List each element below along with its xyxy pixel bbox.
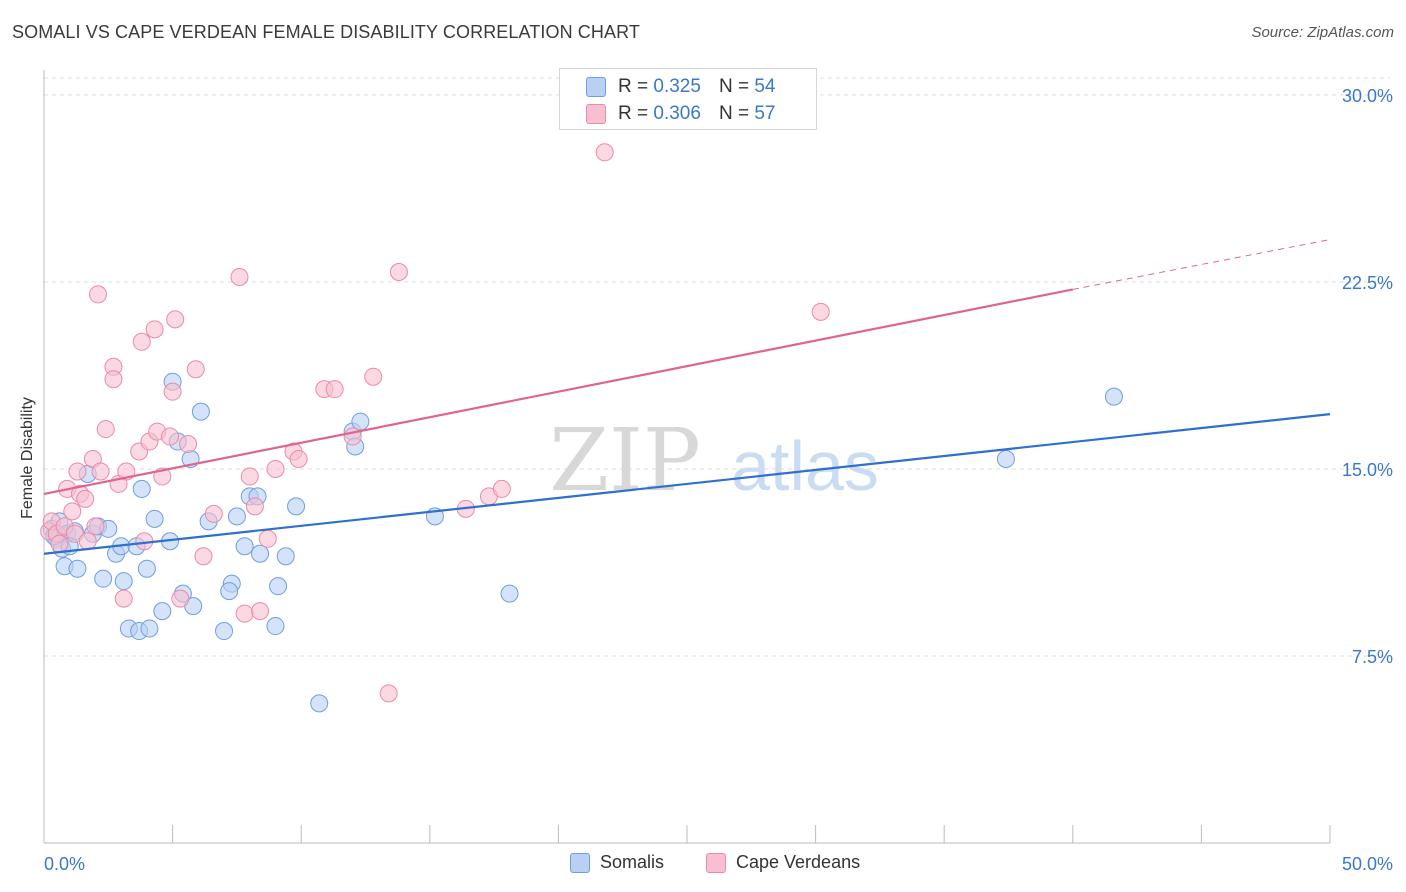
cape-verdean-point: [114, 589, 133, 608]
cape-verdean-point: [194, 547, 213, 566]
cape-verdean-point: [163, 382, 182, 401]
somali-point: [140, 619, 159, 638]
somali-point: [94, 569, 113, 588]
somali-point: [996, 449, 1015, 468]
cape-verdeans-legend-swatch: [706, 852, 726, 873]
n-value: 54: [754, 76, 776, 97]
cape-verdean-point: [811, 302, 830, 321]
cape-verdean-trend-line: [43, 288, 1074, 495]
cape-verdean-point: [204, 504, 223, 523]
somali-point: [276, 547, 295, 566]
source-credit: Source: ZipAtlas.com: [1251, 24, 1394, 41]
somali-point: [132, 479, 151, 498]
somali-point: [1104, 387, 1123, 406]
cape-verdean-point: [258, 529, 277, 548]
cape-verdean-point: [50, 534, 69, 553]
r-label: R =: [618, 76, 649, 97]
r-label: R =: [618, 103, 649, 124]
r-value: 0.306: [653, 103, 701, 124]
somali-point: [287, 497, 306, 516]
legend-row-cape-verdeans: R = 0.306 N = 57: [586, 102, 775, 126]
somali-point: [220, 582, 239, 601]
cape-verdean-point: [325, 380, 344, 399]
somali-trend-line: [43, 413, 1331, 555]
cape-verdean-point: [145, 320, 164, 339]
cape-verdean-point: [595, 143, 614, 162]
somali-point: [114, 572, 133, 591]
data-points: [40, 143, 1123, 713]
cape-verdean-point: [63, 502, 82, 521]
somali-point: [145, 509, 164, 528]
somalis-legend-swatch: [570, 852, 590, 873]
somali-point: [153, 602, 172, 621]
gridlines: [44, 77, 1390, 657]
somali-point: [68, 559, 87, 578]
somali-point: [269, 577, 288, 596]
axes: [43, 70, 1331, 844]
cape-verdean-point: [171, 589, 190, 608]
somali-point: [215, 622, 234, 641]
legend-row-somalis: R = 0.325 N = 54: [586, 75, 775, 99]
cape-verdean-point: [492, 479, 511, 498]
legend-label-somalis: Somalis: [600, 852, 665, 872]
cape-verdean-point: [230, 267, 249, 286]
somali-point: [191, 402, 210, 421]
cape-verdean-point: [389, 262, 408, 281]
cape-verdean-point: [76, 489, 95, 508]
cape-verdean-point: [78, 532, 97, 551]
cape-verdean-point: [364, 367, 383, 386]
r-value: 0.325: [653, 76, 701, 97]
cape-verdean-point: [166, 310, 185, 329]
cape-verdean-point: [132, 332, 151, 351]
cape-verdean-point: [91, 462, 110, 481]
somali-point: [227, 507, 246, 526]
cape-verdean-point: [235, 604, 254, 623]
somali-point: [235, 537, 254, 556]
y-tick-label: 22.5%: [1342, 273, 1393, 293]
trend-lines: [43, 239, 1331, 555]
cape-verdean-point: [86, 517, 105, 536]
legend-label-cape-verdeans: Cape Verdeans: [736, 852, 861, 872]
cape-verdean-point: [379, 684, 398, 703]
cape-verdean-point: [240, 467, 259, 486]
series-legend: Somalis Cape Verdeans: [0, 852, 1406, 876]
legend-item-somalis[interactable]: Somalis: [570, 852, 664, 873]
somali-point: [266, 617, 285, 636]
chart-title: SOMALI VS CAPE VERDEAN FEMALE DISABILITY…: [12, 22, 640, 42]
n-value: 57: [754, 103, 776, 124]
x-tick-label: 50.0%: [1342, 854, 1393, 874]
cape-verdeans-swatch: [586, 104, 606, 124]
y-tick-label: 30.0%: [1342, 86, 1393, 106]
cape-verdean-point: [68, 462, 87, 481]
somali-point: [500, 584, 519, 603]
watermark-zip: ZIP: [549, 411, 701, 511]
somali-point: [137, 559, 156, 578]
n-label: N =: [718, 103, 750, 124]
cape-verdean-point: [266, 459, 285, 478]
cape-verdean-point: [251, 602, 270, 621]
legend-item-cape-verdeans[interactable]: Cape Verdeans: [706, 852, 860, 873]
cape-verdean-point: [179, 435, 198, 454]
stats-legend: R = 0.325 N = 54 R = 0.306 N = 57: [559, 68, 817, 130]
cape-verdean-point: [96, 420, 115, 439]
x-tick-label: 0.0%: [44, 854, 85, 874]
n-label: N =: [718, 76, 750, 97]
cape-verdean-point: [89, 285, 108, 304]
somalis-swatch: [586, 77, 606, 97]
cape-verdean-point: [245, 497, 264, 516]
somali-point: [251, 544, 270, 563]
cape-verdean-point: [289, 449, 308, 468]
somali-point: [310, 694, 329, 713]
cape-verdean-point: [186, 360, 205, 379]
somali-point: [351, 412, 370, 431]
y-tick-label: 7.5%: [1352, 647, 1393, 667]
zipatlas-watermark: ZIP atlas: [549, 411, 879, 511]
cape-verdean-point: [104, 370, 123, 389]
cape-verdean-point: [161, 427, 180, 446]
tick-labels: 7.5% 15.0% 22.5% 30.0% 0.0% 50.0%: [44, 86, 1393, 874]
y-tick-label: 15.0%: [1342, 460, 1393, 480]
